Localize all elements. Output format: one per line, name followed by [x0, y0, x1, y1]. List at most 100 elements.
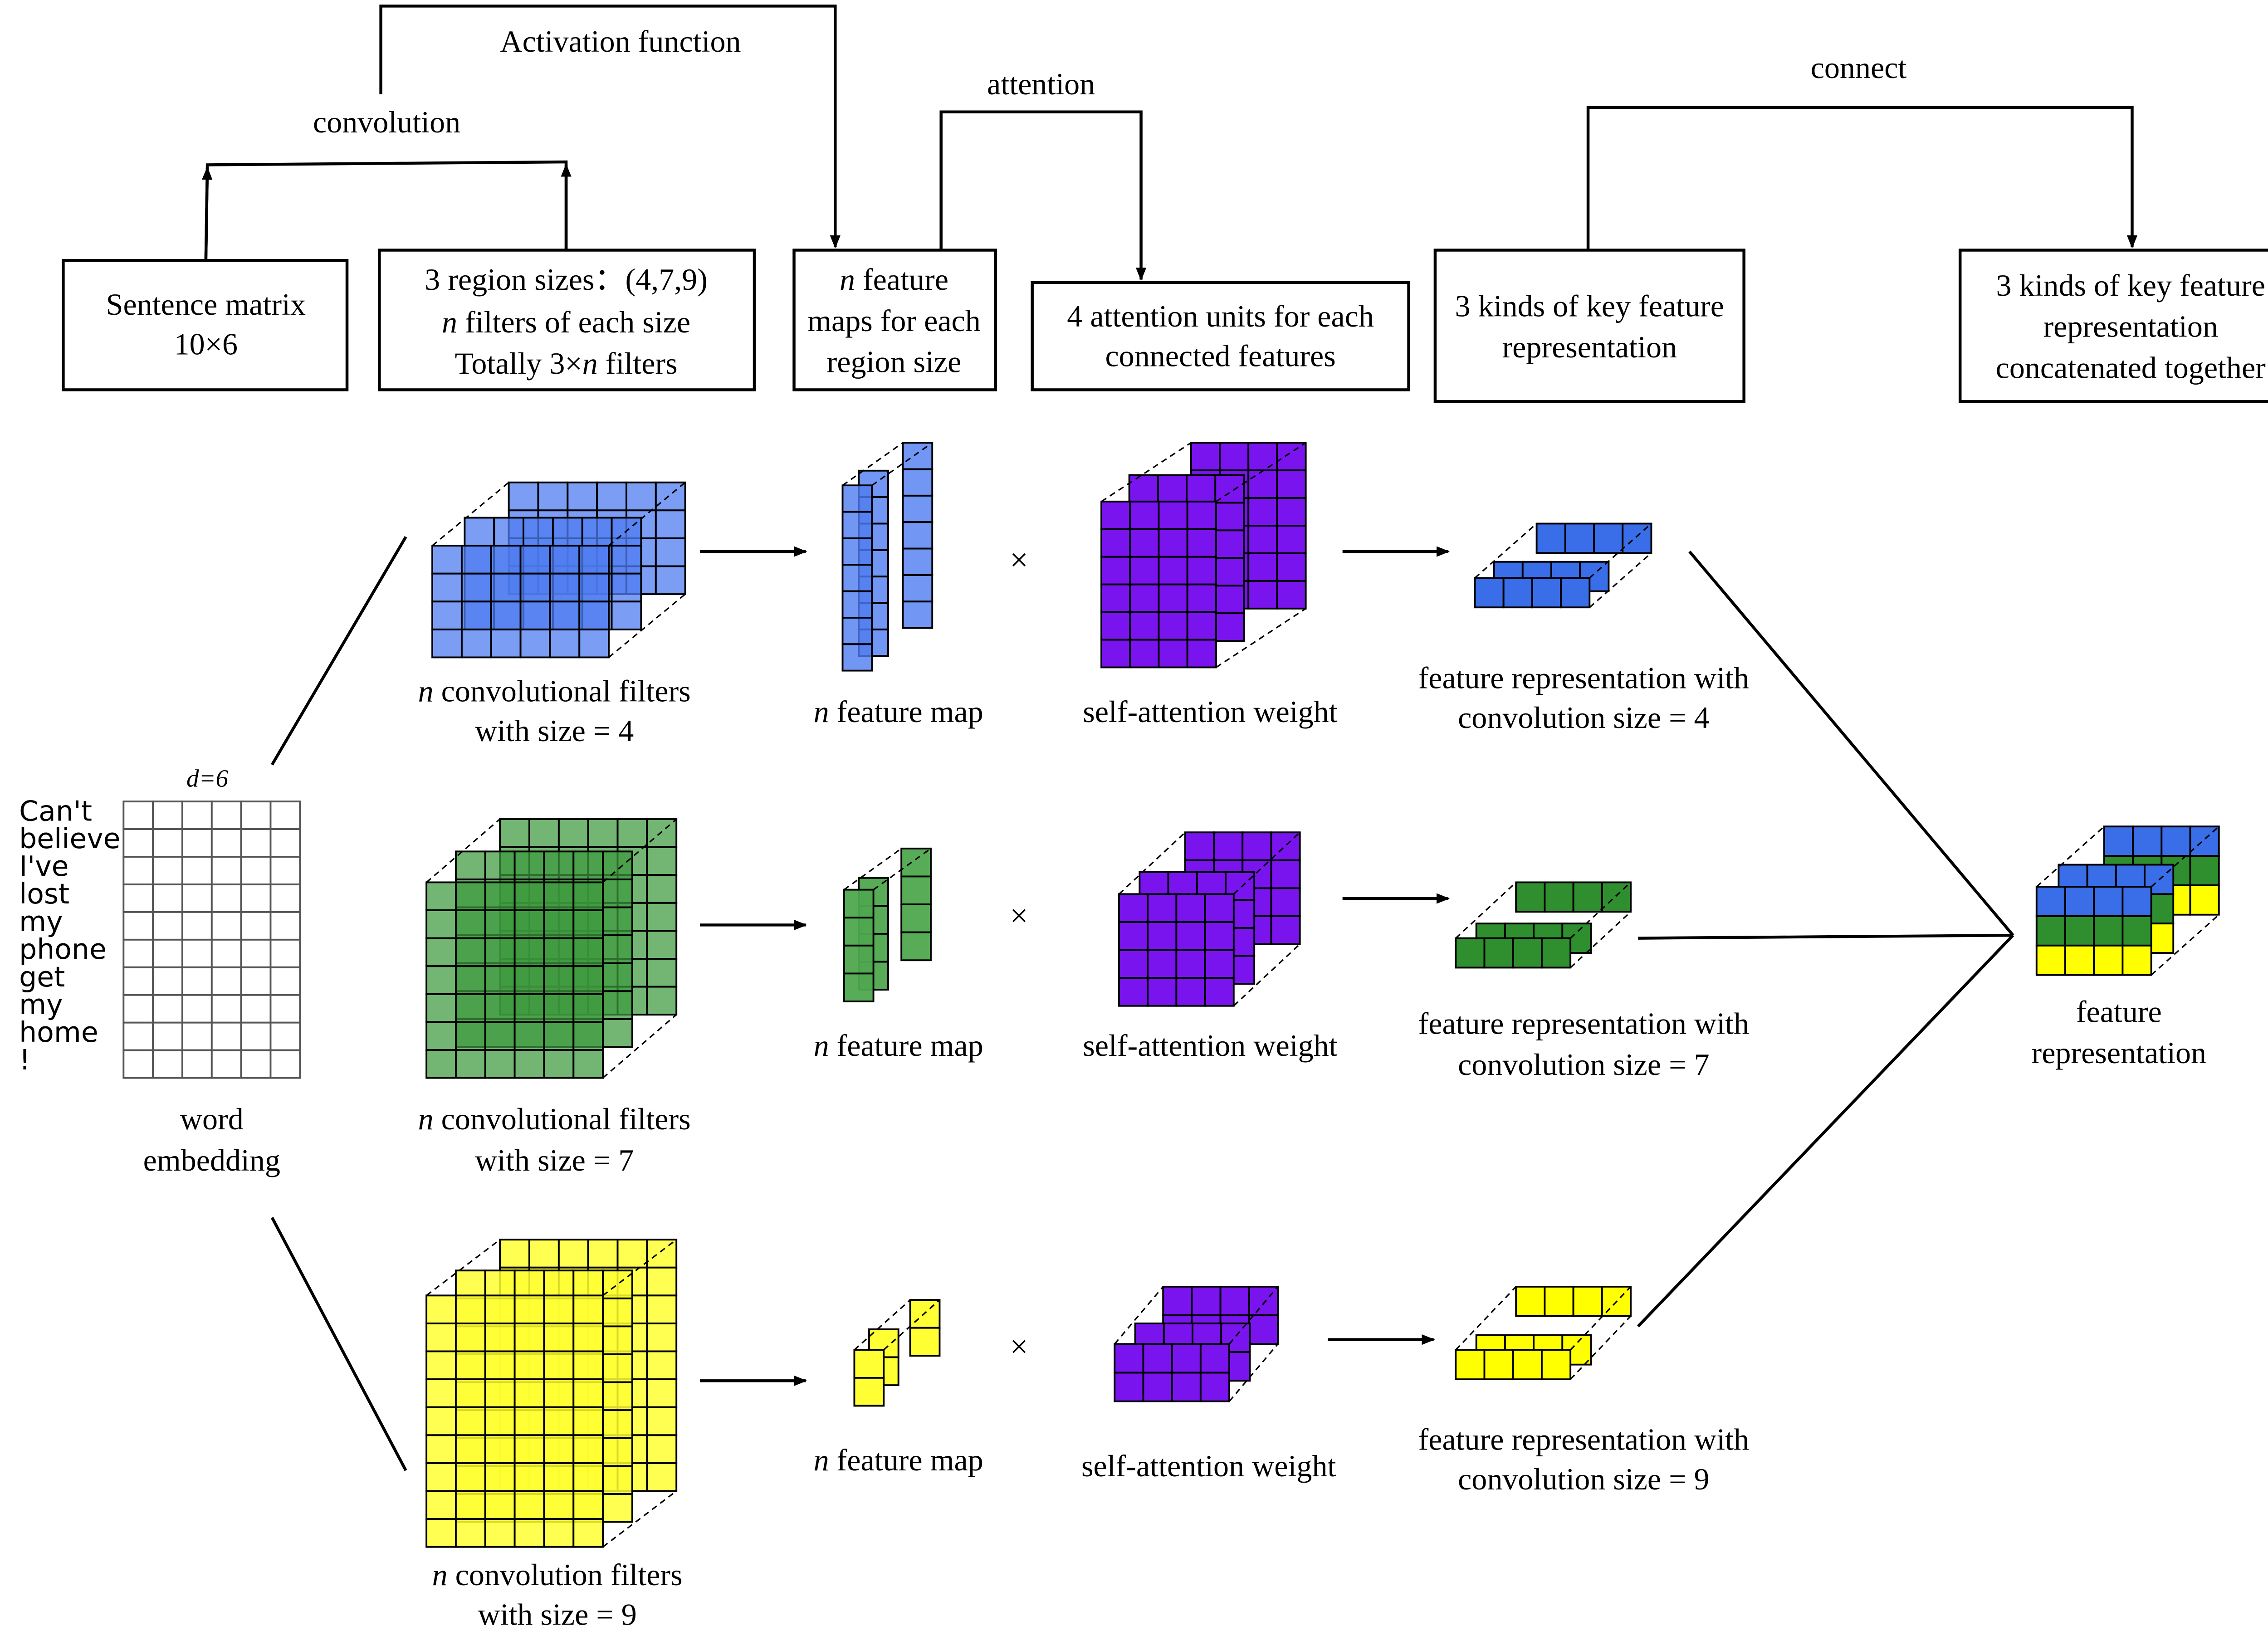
grid-cell: [513, 909, 545, 939]
grid-cell: [152, 966, 183, 996]
grid-cell: [455, 1462, 486, 1492]
row-3-representation-caption-2: convolution size = 9: [1458, 1462, 1709, 1496]
grid-cell: [484, 1021, 516, 1051]
grid-cell: [902, 521, 934, 550]
final-caption-2: representation: [2032, 1035, 2207, 1070]
grid-cell: [528, 818, 560, 848]
grid-cell: [1247, 525, 1278, 554]
grid-cell: [425, 937, 457, 967]
grid-cell: [455, 993, 486, 1023]
row-1-attention-stack: [1100, 442, 1307, 669]
grid-cell: [455, 1378, 486, 1408]
depth-edges: [426, 1239, 677, 1547]
grid-cell: [484, 1490, 516, 1520]
grid-cell: [269, 994, 301, 1024]
grid-cell: [425, 881, 457, 911]
grid-cell: [455, 1406, 486, 1436]
grid-cell: [210, 994, 242, 1024]
grid-cell: [902, 468, 934, 497]
grid-cell: [1276, 525, 1307, 554]
grid-cell: [519, 545, 551, 575]
grid-cell: [513, 1021, 545, 1051]
grid-cell: [602, 1409, 633, 1439]
grid-cell: [537, 481, 569, 512]
grid-cell: [626, 481, 657, 512]
grid-cell: [1540, 937, 1572, 969]
grid-cell: [1129, 639, 1160, 669]
embedding-word: lost: [19, 878, 69, 910]
row-3-attention-stack: [1114, 1285, 1279, 1402]
grid-cell: [1158, 528, 1188, 558]
grid-cell: [900, 875, 932, 905]
grid-cell: [1158, 556, 1188, 586]
grid-cell: [181, 966, 213, 996]
grid-cell: [484, 909, 516, 939]
row-2-filters-caption-1: n convolutional filters: [418, 1102, 691, 1136]
top-flow: [62, 5, 2268, 403]
feature-map-edges: [842, 442, 933, 486]
grid-cell: [602, 850, 633, 880]
grid-cell: [902, 600, 934, 629]
grid-cell: [1204, 977, 1235, 1007]
row-3-attention-caption: self-attention weight: [1081, 1449, 1336, 1483]
row-2-operator: ×: [1010, 898, 1028, 934]
grid-cell: [655, 565, 686, 595]
grid-cell: [853, 1377, 885, 1407]
grid-cell: [1129, 528, 1160, 558]
grid-cell: [655, 509, 686, 539]
grid-cell: [2132, 825, 2163, 857]
grid-cell: [572, 1322, 604, 1352]
grid-cell: [572, 937, 604, 967]
grid-cell: [549, 572, 581, 603]
grid-cell: [1142, 1372, 1173, 1402]
grid-cell: [490, 545, 522, 575]
key-feature-line-1: 3 kinds of key feature: [1455, 288, 1724, 323]
grid-cell: [269, 966, 301, 996]
grid-cell: [181, 938, 213, 968]
grid-cell: [1175, 893, 1206, 923]
grid-cell: [1219, 442, 1250, 472]
grid-cell: [578, 628, 610, 659]
final-representation: [2035, 825, 2220, 976]
grid-cell: [578, 600, 610, 630]
grid-cell: [513, 1350, 545, 1381]
grid-cell: [425, 1350, 457, 1381]
grid-cell: [611, 545, 642, 575]
row-2-representation: [1455, 881, 1632, 969]
grid-cell: [1247, 580, 1278, 610]
rep-front: [1474, 577, 1591, 609]
depth-edge: [883, 1299, 940, 1351]
embedding-grid: [122, 801, 301, 1079]
row-2-filter-stack: [425, 818, 678, 1079]
grid-cell: [1147, 949, 1178, 979]
embedding-word: I've: [19, 850, 68, 883]
grid-cell: [181, 801, 213, 830]
depth-edge: [871, 442, 933, 486]
depth-edge: [1474, 523, 1537, 579]
grid-cell: [902, 494, 934, 523]
grid-cell: [513, 1269, 545, 1299]
grid-cell: [1247, 552, 1278, 582]
grid-cell: [1502, 577, 1533, 609]
grid-cell: [240, 994, 272, 1024]
front-layer: [425, 881, 604, 1079]
grid-cell: [1474, 577, 1505, 609]
depth-edge: [1589, 523, 1652, 579]
embedding-cells: [122, 801, 301, 1079]
grid-cell: [543, 1406, 575, 1436]
grid-cell: [431, 545, 463, 575]
connect-connector: [1586, 106, 2138, 250]
feature-maps-line-3: region size: [827, 345, 962, 379]
grid-cell: [1171, 1372, 1202, 1402]
grid-cell: [2121, 915, 2152, 947]
depth-edges: [1114, 1286, 1279, 1402]
row-1-representation-caption-1: feature representation with: [1418, 661, 1749, 695]
grid-cell: [1512, 1349, 1543, 1381]
grid-cell: [484, 1350, 516, 1381]
depth-edge: [1216, 608, 1306, 668]
concatenated-line-3: concatenated together: [1996, 351, 2266, 385]
grid-cell: [646, 958, 678, 988]
depth-edge: [602, 1239, 677, 1296]
rep-front: [1455, 937, 1572, 969]
